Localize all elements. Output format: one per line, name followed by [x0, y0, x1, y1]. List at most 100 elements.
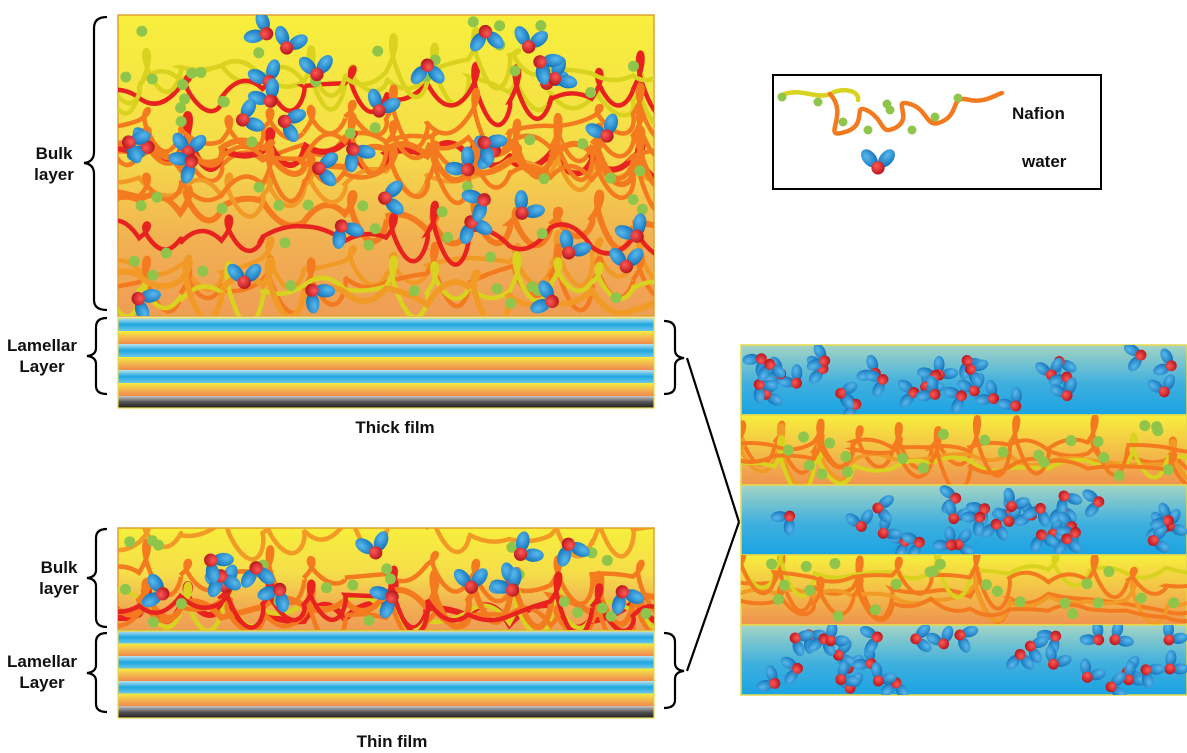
- lamella-stripe: [118, 383, 654, 396]
- thick-lamellar-label: Lamellar Layer: [0, 335, 90, 377]
- legend-water-label: water: [1022, 152, 1067, 171]
- side-chain-group: [344, 127, 356, 139]
- side-chain-group: [120, 71, 132, 83]
- water-molecule: [121, 130, 151, 164]
- side-chain-group: [627, 60, 639, 72]
- side-chain-group: [953, 93, 963, 103]
- side-chain-group: [1065, 435, 1077, 447]
- side-chain-group: [347, 579, 359, 591]
- water-molecule: [954, 625, 979, 653]
- side-chain-group: [1092, 436, 1104, 448]
- thin-lamellar-label-line2: Layer: [19, 673, 65, 692]
- side-chain-group: [1113, 470, 1125, 482]
- water-molecule: [168, 152, 199, 184]
- water-molecule: [514, 26, 549, 54]
- water-molecule: [770, 510, 796, 536]
- water-molecule: [243, 15, 274, 44]
- water-molecule: [533, 53, 564, 85]
- water-molecule: [964, 359, 989, 387]
- water-molecule: [513, 531, 544, 562]
- lamella-stripe: [118, 668, 654, 681]
- water-molecule: [1140, 663, 1166, 689]
- polymer-chain: [118, 141, 654, 212]
- side-chain-group: [778, 579, 790, 591]
- zoom-polymer-band: [740, 554, 1187, 626]
- legend-box: [772, 74, 1102, 190]
- side-chain-group: [991, 585, 1003, 597]
- side-chain-group: [934, 558, 946, 570]
- water-molecule: [780, 656, 804, 685]
- water-molecule: [530, 280, 559, 314]
- side-chain-group: [797, 431, 809, 443]
- zoom-polymer-band: [740, 414, 1187, 486]
- water-molecule: [861, 149, 895, 175]
- side-chain-group: [1168, 597, 1180, 609]
- water-molecule: [444, 146, 475, 177]
- side-chain-group: [506, 541, 518, 553]
- water-molecule: [835, 381, 858, 410]
- thick-bulk-brace: [83, 15, 108, 312]
- side-chain-group: [890, 578, 902, 590]
- water-molecule: [1147, 374, 1175, 398]
- thick-bulk-label-line1: Bulk: [35, 144, 73, 163]
- side-chain-group: [369, 122, 381, 134]
- water-molecule: [1164, 650, 1187, 675]
- water-molecule: [609, 247, 644, 274]
- water-molecule: [227, 263, 262, 290]
- layer-braces: [83, 15, 685, 714]
- side-chain-group: [442, 231, 454, 243]
- side-chain-group: [147, 269, 159, 281]
- side-chain-group: [526, 281, 538, 293]
- water-molecule: [932, 526, 957, 551]
- side-chain-group: [436, 206, 448, 218]
- thin-bulk-label-line2: layer: [39, 579, 79, 598]
- side-chain-group: [829, 558, 841, 570]
- side-chain-group: [605, 172, 617, 184]
- substrate: [118, 706, 654, 718]
- thick-bulk-label-line2: layer: [34, 165, 74, 184]
- side-chain-group: [253, 181, 265, 193]
- water-molecule: [789, 630, 814, 657]
- thin-lamellar-right-brace: [663, 631, 685, 710]
- thin-lamellar-brace: [86, 631, 108, 714]
- water-molecule: [880, 677, 909, 695]
- water-molecule: [410, 58, 445, 85]
- water-molecule: [332, 219, 364, 249]
- water-molecule: [461, 189, 491, 222]
- water-molecule: [355, 531, 389, 560]
- water-molecule: [916, 375, 941, 402]
- water-molecule: [1105, 672, 1127, 695]
- side-chain-group: [175, 598, 187, 610]
- zoomed-lamellar-structure: [740, 344, 1187, 696]
- side-chain-group: [536, 228, 548, 240]
- side-chain-group: [1139, 420, 1151, 432]
- side-chain-group: [369, 223, 381, 235]
- side-chain-group: [863, 125, 873, 135]
- side-chain-group: [146, 73, 158, 85]
- water-molecule: [753, 378, 779, 404]
- thin-lamellar-label: Lamellar Layer: [0, 651, 90, 693]
- side-chain-group: [1014, 596, 1026, 608]
- side-chain-group: [175, 102, 187, 114]
- water-molecule: [960, 511, 986, 537]
- side-chain-group: [217, 95, 229, 107]
- lamella-stripe: [118, 643, 654, 656]
- water-molecule: [835, 661, 860, 687]
- water-molecule: [871, 662, 897, 687]
- side-chain-group: [363, 239, 375, 251]
- side-chain-group: [467, 16, 479, 28]
- water-molecule: [470, 24, 504, 52]
- side-chain-group: [782, 444, 794, 456]
- water-molecule: [996, 386, 1022, 412]
- water-molecule: [614, 213, 647, 243]
- water-molecule: [1022, 502, 1050, 527]
- side-chain-group: [384, 573, 396, 585]
- side-chain-group: [246, 136, 258, 148]
- thin-bulk-label-line1: Bulk: [40, 558, 78, 577]
- side-chain-group: [605, 610, 617, 622]
- water-molecule: [207, 569, 242, 598]
- polymer-chain: [118, 200, 654, 267]
- side-chain-group: [119, 583, 131, 595]
- side-chain-group: [558, 596, 570, 608]
- side-chain-group: [538, 173, 550, 185]
